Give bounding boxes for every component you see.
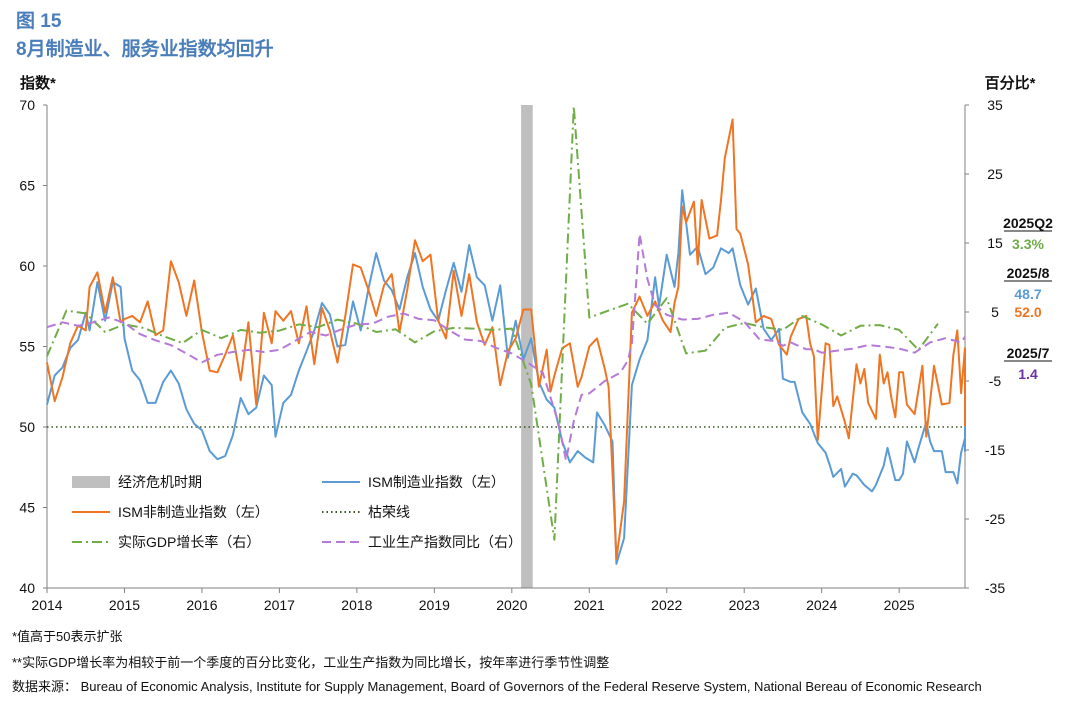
x-tick-label: 2024 xyxy=(806,597,837,613)
note-expansion: *值高于50表示扩张 xyxy=(12,629,123,644)
legend-label: 枯荣线 xyxy=(368,504,410,520)
annotation-header: 2025Q2 xyxy=(1003,215,1053,231)
left-tick-label: 55 xyxy=(19,339,35,355)
left-tick-label: 70 xyxy=(19,97,35,113)
x-tick-label: 2014 xyxy=(31,597,62,613)
x-tick-label: 2021 xyxy=(574,597,605,613)
series-line-1 xyxy=(46,189,966,565)
legend-label: 经济危机时期 xyxy=(118,474,202,490)
annotation-value: 1.4 xyxy=(1018,366,1038,382)
right-tick-label: -25 xyxy=(985,511,1005,527)
x-tick-label: 2023 xyxy=(729,597,760,613)
x-tick-label: 2022 xyxy=(651,597,682,613)
left-tick-label: 50 xyxy=(19,419,35,435)
right-tick-label: 25 xyxy=(987,166,1003,182)
legend-label: ISM非制造业指数（左） xyxy=(118,504,269,520)
series-line-2 xyxy=(46,118,966,560)
right-tick-label: -35 xyxy=(985,580,1005,596)
legend-swatch-recession xyxy=(72,476,110,488)
x-tick-label: 2020 xyxy=(496,597,527,613)
annotation-value: 48.7 xyxy=(1014,286,1041,302)
left-tick-label: 45 xyxy=(19,500,35,516)
annotation-value: 52.0 xyxy=(1014,304,1041,320)
figure-title: 8月制造业、服务业指数均回升 xyxy=(16,39,274,60)
legend-label: 实际GDP增长率（右） xyxy=(118,534,260,550)
x-tick-label: 2018 xyxy=(341,597,372,613)
series-line-3 xyxy=(46,105,939,541)
x-tick-label: 2017 xyxy=(264,597,295,613)
recession-band xyxy=(521,105,533,588)
annotation-header: 2025/7 xyxy=(1007,345,1050,361)
annotation-header: 2025/8 xyxy=(1007,265,1050,281)
right-tick-label: 5 xyxy=(991,304,999,320)
x-tick-label: 2019 xyxy=(419,597,450,613)
right-axis-title: 百分比* xyxy=(985,74,1036,92)
annotation-value: 3.3% xyxy=(1012,236,1044,252)
left-axis-title: 指数* xyxy=(20,74,56,92)
legend-label: 工业生产指数同比（右） xyxy=(368,534,522,550)
x-tick-label: 2016 xyxy=(186,597,217,613)
note-source: 数据来源： Bureau of Economic Analysis, Insti… xyxy=(12,679,982,694)
legend-label: ISM制造业指数（左） xyxy=(368,474,505,490)
series-line-4 xyxy=(46,233,966,462)
right-tick-label: -5 xyxy=(989,373,1002,389)
x-tick-label: 2015 xyxy=(109,597,140,613)
figure-number: 图 15 xyxy=(16,11,62,32)
left-tick-label: 65 xyxy=(19,178,35,194)
right-tick-label: -15 xyxy=(985,442,1005,458)
right-tick-label: 35 xyxy=(987,97,1003,113)
left-tick-label: 60 xyxy=(19,258,35,274)
right-tick-label: 15 xyxy=(987,235,1003,251)
x-tick-label: 2025 xyxy=(884,597,915,613)
note-definitions: **实际GDP增长率为相较于前一个季度的百分比变化，工业生产指数为同比增长，按年… xyxy=(12,655,610,670)
left-tick-label: 40 xyxy=(19,580,35,596)
